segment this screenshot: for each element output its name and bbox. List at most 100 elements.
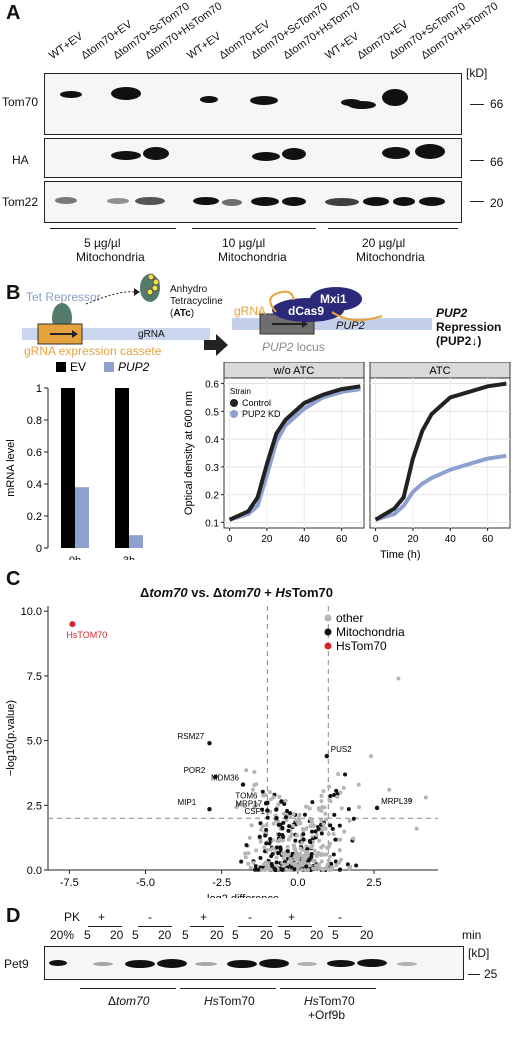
bar-ytick-label: 0.4 <box>27 479 42 491</box>
point <box>236 802 241 807</box>
point <box>321 789 326 794</box>
facet-panel <box>369 377 511 529</box>
point <box>258 821 263 826</box>
bar-ylabel: mRNA level <box>5 439 17 496</box>
bar-ytick-label: 0.6 <box>27 447 42 459</box>
bar <box>115 388 129 548</box>
kd-a1: 66 <box>490 97 504 111</box>
volcano-xlabel: log2 difference <box>207 893 279 898</box>
point <box>262 867 267 872</box>
kd-a2: 66 <box>490 155 504 169</box>
volcano-ytick-label: 2.5 <box>27 800 42 812</box>
point <box>301 828 306 833</box>
point <box>335 794 340 799</box>
panel-a-label: A <box>6 2 21 24</box>
point <box>249 823 254 828</box>
point <box>301 837 306 842</box>
volcano-xtick-label: -5.0 <box>136 877 155 889</box>
point <box>260 824 265 829</box>
point <box>305 804 310 809</box>
atc-line2: Tetracycline <box>170 296 223 307</box>
growth-xtick-label: 20 <box>261 534 273 545</box>
growth-xlabel: Time (h) <box>380 549 421 561</box>
point <box>277 832 282 837</box>
point <box>248 865 253 870</box>
volcano-plot: 0.0 2.5 5.0 7.5 10.0 -7.5 -5.0 -2.5 0.0 2.5 −log10… <box>5 606 438 898</box>
bar-ytick-label: 0.8 <box>27 415 42 427</box>
group-line-a3 <box>328 228 458 229</box>
labeled-point <box>207 740 212 746</box>
schematic-left <box>22 273 210 345</box>
point <box>283 815 288 820</box>
pk-bar <box>138 926 172 927</box>
volcano-ytick-label: 0.0 <box>27 865 42 877</box>
blot-label-tom70: Tom70 <box>2 95 39 109</box>
point <box>303 867 308 872</box>
labeled-point <box>274 816 279 821</box>
point <box>281 834 286 839</box>
point <box>347 818 352 823</box>
point <box>309 845 314 850</box>
point <box>325 862 330 867</box>
volcano-legend-label: Mitochondria <box>336 625 405 639</box>
point <box>282 801 287 806</box>
kd-series <box>375 453 507 522</box>
point <box>337 823 342 828</box>
point <box>334 863 339 868</box>
point <box>246 851 251 856</box>
pk-bar <box>328 926 362 927</box>
point <box>301 832 306 837</box>
kd-tick-a1 <box>470 104 484 105</box>
point <box>302 812 307 817</box>
bar-chart: 0 0.2 0.4 0.6 0.8 1 mRNA level 0h 3h EV PUP2 <box>5 360 150 560</box>
volcano-xtick-label: -7.5 <box>60 877 79 889</box>
bar-xtick-label: 0h <box>69 555 81 560</box>
point <box>296 856 301 861</box>
point <box>327 867 332 872</box>
panel-d-label: D <box>6 905 21 927</box>
panel-c-label: C <box>6 568 21 590</box>
point <box>251 860 256 865</box>
kd-tick-d <box>468 974 480 975</box>
point <box>242 804 247 809</box>
pk-label: PK <box>64 910 81 924</box>
blot-tom70 <box>44 73 462 135</box>
point <box>310 800 315 805</box>
group-line-a2 <box>192 228 316 229</box>
point <box>414 826 419 831</box>
point <box>319 818 324 823</box>
pk-sign: + <box>98 910 106 924</box>
point <box>296 821 301 826</box>
point <box>288 814 293 819</box>
point <box>276 802 281 807</box>
point <box>328 823 333 828</box>
lane-label: WT+EV <box>185 30 224 62</box>
legend-control-swatch <box>230 399 238 407</box>
growth-xtick-label: 60 <box>336 534 348 545</box>
labeled-point <box>324 753 329 759</box>
point <box>313 829 318 834</box>
point <box>337 867 342 872</box>
point <box>271 795 276 800</box>
facet-label: ATC <box>429 365 450 377</box>
point <box>326 858 331 863</box>
group-a1-l1: 5 µg/µl <box>84 236 121 250</box>
bar <box>129 535 143 548</box>
point <box>281 811 286 816</box>
time-label: 20 <box>260 928 274 942</box>
volcano-legend-label: HsTom70 <box>336 639 387 653</box>
time-label: 5 <box>182 928 189 942</box>
bar-legend-swatch <box>56 362 66 372</box>
point <box>289 832 294 837</box>
point <box>268 847 273 852</box>
point <box>260 807 265 812</box>
point <box>289 858 294 863</box>
control-series <box>228 384 361 522</box>
volcano-legend-swatch <box>324 614 332 622</box>
bar-xtick-label: 3h <box>123 555 135 560</box>
point <box>308 840 313 845</box>
point <box>276 822 281 827</box>
growth-xtick-label: 0 <box>373 534 379 545</box>
labeled-point <box>265 800 270 805</box>
point <box>264 827 269 832</box>
